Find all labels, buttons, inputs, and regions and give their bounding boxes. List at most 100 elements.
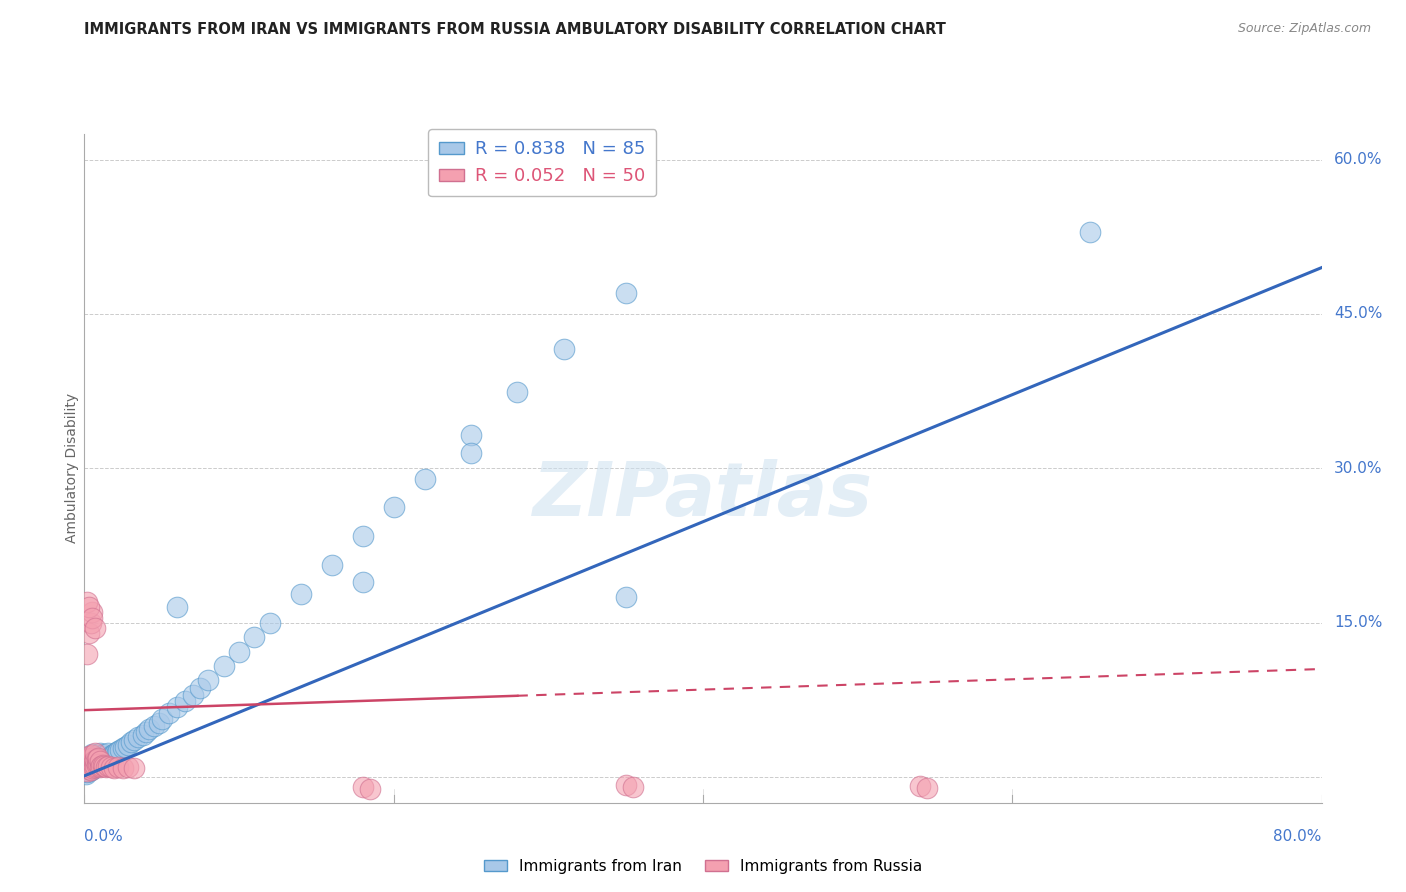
Point xyxy=(84,753,107,767)
Point xyxy=(76,764,98,779)
Point xyxy=(553,342,575,356)
Point xyxy=(89,751,111,765)
Point xyxy=(89,754,111,768)
Point xyxy=(83,756,105,771)
Point xyxy=(82,762,104,776)
Point xyxy=(77,626,100,640)
Point xyxy=(321,558,343,572)
Text: IMMIGRANTS FROM IRAN VS IMMIGRANTS FROM RUSSIA AMBULATORY DISABILITY CORRELATION: IMMIGRANTS FROM IRAN VS IMMIGRANTS FROM … xyxy=(84,22,946,37)
Point xyxy=(159,706,180,721)
Point xyxy=(460,428,482,442)
Point xyxy=(87,753,110,767)
Point xyxy=(614,590,637,604)
Point xyxy=(87,756,110,771)
Point xyxy=(75,760,97,774)
Text: 80.0%: 80.0% xyxy=(1274,829,1322,844)
Point xyxy=(98,750,121,764)
Point xyxy=(84,621,107,635)
Point xyxy=(1078,225,1101,239)
Point xyxy=(83,760,105,774)
Point xyxy=(93,754,115,768)
Point xyxy=(77,764,100,778)
Point xyxy=(76,647,98,661)
Point xyxy=(259,615,281,630)
Point xyxy=(87,757,110,772)
Point xyxy=(83,761,105,775)
Point xyxy=(908,780,931,794)
Point xyxy=(77,756,100,770)
Point xyxy=(77,755,100,769)
Point xyxy=(82,761,104,775)
Point xyxy=(138,722,160,736)
Point xyxy=(94,760,117,774)
Point xyxy=(197,673,219,688)
Point xyxy=(86,751,108,765)
Point xyxy=(290,587,312,601)
Point xyxy=(86,758,108,772)
Point xyxy=(143,718,166,732)
Point xyxy=(91,755,114,769)
Point xyxy=(460,446,482,460)
Legend: Immigrants from Iran, Immigrants from Russia: Immigrants from Iran, Immigrants from Ru… xyxy=(478,853,928,880)
Point xyxy=(79,756,101,771)
Point xyxy=(107,744,129,758)
Point xyxy=(352,529,374,543)
Point xyxy=(104,747,127,761)
Point xyxy=(79,758,101,772)
Point xyxy=(614,286,637,301)
Point xyxy=(82,748,104,763)
Point xyxy=(84,760,107,774)
Point xyxy=(148,715,170,730)
Point xyxy=(77,749,100,764)
Point xyxy=(90,756,112,770)
Point xyxy=(90,758,112,772)
Point xyxy=(77,762,100,776)
Point xyxy=(89,756,111,771)
Point xyxy=(181,688,204,702)
Point xyxy=(93,747,115,762)
Point xyxy=(103,761,125,775)
Point xyxy=(91,749,114,764)
Point xyxy=(76,757,98,772)
Point xyxy=(382,500,405,515)
Point xyxy=(108,743,131,757)
Point xyxy=(614,778,637,792)
Text: Source: ZipAtlas.com: Source: ZipAtlas.com xyxy=(1237,22,1371,36)
Point xyxy=(89,747,111,761)
Point xyxy=(103,747,125,762)
Point xyxy=(86,757,108,772)
Point xyxy=(77,760,100,774)
Point xyxy=(83,751,105,765)
Point xyxy=(101,748,124,763)
Point xyxy=(79,763,101,777)
Point xyxy=(94,753,117,767)
Point xyxy=(90,750,112,764)
Point xyxy=(75,755,97,769)
Point xyxy=(114,740,136,755)
Point xyxy=(84,749,107,764)
Point xyxy=(77,760,100,774)
Point xyxy=(76,757,98,772)
Point xyxy=(174,694,197,708)
Point xyxy=(84,755,107,769)
Y-axis label: Ambulatory Disability: Ambulatory Disability xyxy=(65,393,79,543)
Point xyxy=(105,745,128,759)
Point xyxy=(79,763,101,777)
Text: 60.0%: 60.0% xyxy=(1334,152,1382,167)
Point xyxy=(76,595,98,609)
Point xyxy=(413,472,436,486)
Point xyxy=(188,681,211,695)
Point xyxy=(127,730,149,744)
Point xyxy=(352,780,374,795)
Point xyxy=(100,760,122,774)
Point xyxy=(212,659,235,673)
Point xyxy=(79,756,101,771)
Point xyxy=(76,762,98,776)
Point xyxy=(117,738,139,752)
Point xyxy=(91,757,114,772)
Point xyxy=(75,767,97,781)
Point xyxy=(107,760,129,774)
Point xyxy=(89,760,111,774)
Point xyxy=(112,741,135,756)
Point xyxy=(917,781,939,796)
